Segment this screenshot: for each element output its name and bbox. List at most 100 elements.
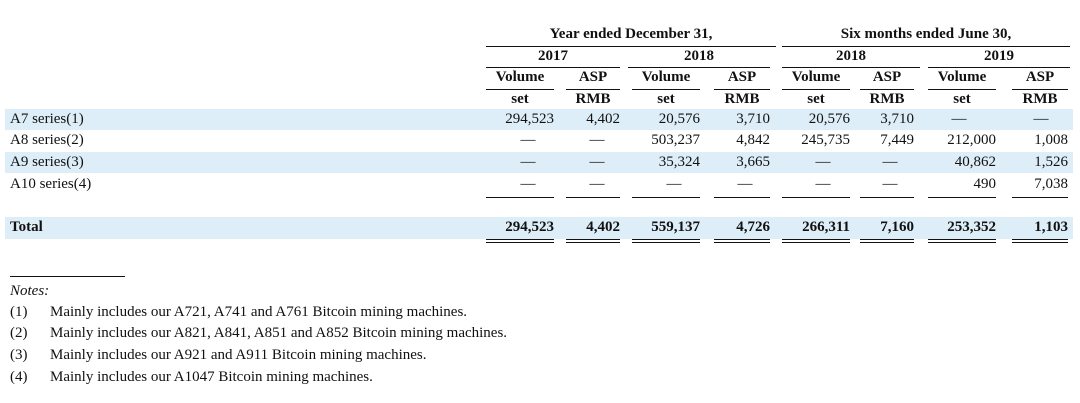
rule-subtotal [928, 197, 996, 198]
total-value: 266,311 [802, 219, 850, 235]
note-text: Mainly includes our A721, A741 and A761 … [50, 304, 468, 320]
rule-sub [632, 89, 700, 90]
total-value: 4,402 [586, 219, 620, 235]
rule-group1 [486, 46, 776, 47]
col-unit-set: set [657, 91, 675, 107]
rule-total [1012, 242, 1068, 243]
cell-value: 7,038 [1034, 176, 1068, 192]
col-unit-set: set [511, 91, 529, 107]
rule-sub [486, 89, 554, 90]
note-text: Mainly includes our A1047 Bitcoin mining… [50, 369, 373, 385]
cell-dash: — [951, 111, 967, 127]
note-text: Mainly includes our A821, A841, A851 and… [50, 325, 508, 341]
rule-subtotal [632, 197, 700, 198]
row-label-a9: A9 series(3) [10, 154, 84, 170]
rule-total [860, 242, 914, 243]
col-unit-rmb: RMB [869, 91, 905, 107]
cell-value: 3,710 [736, 111, 770, 127]
note-number: (2) [10, 325, 28, 341]
cell-dash: — [520, 132, 536, 148]
rule-total [632, 239, 700, 240]
total-value: 7,160 [880, 219, 914, 235]
rule-six-2018 [782, 67, 920, 68]
rule-subtotal [714, 197, 770, 198]
cell-value: 1,526 [1034, 154, 1068, 170]
cell-dash: — [520, 176, 536, 192]
cell-value: 4,842 [736, 132, 770, 148]
header-year-ended: Year ended December 31, [549, 26, 713, 42]
total-value: 1,103 [1034, 219, 1068, 235]
rule-sub [860, 89, 914, 90]
cell-dash: — [882, 176, 898, 192]
row-label-a10: A10 series(4) [10, 176, 92, 192]
col-unit-set: set [953, 91, 971, 107]
cell-dash: — [520, 154, 536, 170]
header-year-2018: 2018 [684, 48, 714, 64]
header-six-months-2019: 2019 [984, 48, 1014, 64]
col-header-asp: ASP [1025, 69, 1055, 85]
cell-value: 3,710 [880, 111, 914, 127]
cell-dash: — [666, 176, 682, 192]
row-band-total [5, 217, 1073, 239]
rule-subtotal [860, 197, 914, 198]
cell-value: 4,402 [586, 111, 620, 127]
col-unit-rmb: RMB [1022, 91, 1058, 107]
note-number: (3) [10, 347, 28, 363]
total-value: 253,352 [947, 219, 996, 235]
rule-total [632, 242, 700, 243]
rule-sub [566, 89, 620, 90]
rule-total [486, 242, 554, 243]
rule-six-2019 [928, 67, 1070, 68]
header-six-months-2018: 2018 [836, 48, 866, 64]
cell-value: 490 [973, 176, 997, 192]
cell-value: 294,523 [505, 111, 554, 127]
cell-value: 35,324 [658, 154, 700, 170]
cell-dash: — [815, 154, 831, 170]
rule-total [928, 242, 996, 243]
rule-total [566, 239, 620, 240]
rule-sub [928, 89, 996, 90]
rule-subtotal [566, 197, 620, 198]
cell-dash: — [1033, 111, 1049, 127]
cell-value: 245,735 [801, 132, 850, 148]
row-label-a8: A8 series(2) [10, 132, 84, 148]
col-header-asp: ASP [872, 69, 902, 85]
col-header-asp: ASP [727, 69, 757, 85]
cell-value: 7,449 [880, 132, 914, 148]
rule-total [928, 239, 996, 240]
note-text: Mainly includes our A921 and A911 Bitcoi… [50, 347, 427, 363]
cell-dash: — [882, 154, 898, 170]
col-header-volume: Volume [937, 69, 987, 85]
rule-total [782, 242, 850, 243]
cell-dash: — [815, 176, 831, 192]
cell-value: 20,576 [658, 111, 700, 127]
row-band-a9 [5, 152, 1073, 173]
col-header-volume: Volume [641, 69, 691, 85]
rule-subtotal [782, 197, 850, 198]
rule-total [566, 242, 620, 243]
row-label-total: Total [10, 219, 43, 235]
cell-value: 503,237 [651, 132, 700, 148]
rule-total [782, 239, 850, 240]
col-header-volume: Volume [495, 69, 545, 85]
total-value: 4,726 [736, 219, 770, 235]
col-unit-rmb: RMB [724, 91, 760, 107]
rule-total [486, 239, 554, 240]
rule-total [714, 242, 770, 243]
cell-dash: — [589, 154, 605, 170]
total-value: 294,523 [505, 219, 554, 235]
col-unit-set: set [807, 91, 825, 107]
total-value: 559,137 [651, 219, 700, 235]
rule-total [1012, 239, 1068, 240]
header-six-months: Six months ended June 30, [840, 26, 1012, 42]
rule-sub [782, 89, 850, 90]
rule-sub [714, 89, 770, 90]
rule-year-2018 [628, 67, 770, 68]
header-year-2017: 2017 [538, 48, 568, 64]
cell-value: 40,862 [954, 154, 996, 170]
notes-separator [10, 276, 125, 277]
row-label-a7: A7 series(1) [10, 111, 84, 127]
note-number: (4) [10, 369, 28, 385]
note-number: (1) [10, 304, 28, 320]
rule-group2 [782, 46, 1070, 47]
